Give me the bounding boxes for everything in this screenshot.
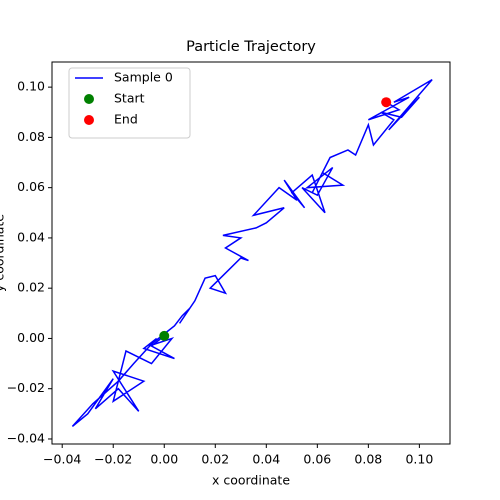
- y-tick-label: 0.06: [17, 179, 45, 194]
- x-tick-label: 0.08: [354, 452, 382, 467]
- trajectory-line: [71, 78, 433, 427]
- legend-marker: [84, 115, 94, 125]
- x-tick-label: −0.02: [94, 452, 132, 467]
- x-tick-label: 0.02: [201, 452, 229, 467]
- legend-marker: [84, 94, 94, 104]
- scatter-point: [159, 330, 170, 341]
- legend-box: [68, 67, 191, 139]
- y-tick-label: 0.02: [17, 280, 45, 295]
- y-tick-label: 0.04: [17, 229, 45, 244]
- x-tick-label: 0.06: [303, 452, 331, 467]
- scatter-point: [381, 97, 392, 108]
- y-tick-label: −0.04: [7, 430, 45, 445]
- x-tick-label: 0.04: [252, 452, 280, 467]
- y-tick-label: 0.08: [17, 129, 45, 144]
- y-tick-label: 0.10: [17, 79, 45, 94]
- legend-label: Start: [114, 91, 145, 106]
- x-axis-label: x coordinate: [212, 473, 290, 488]
- legend-label: End: [114, 112, 138, 127]
- x-tick-label: −0.04: [43, 452, 81, 467]
- y-axis-label: y coordinate: [0, 214, 7, 292]
- y-tick-label: 0.00: [17, 330, 45, 345]
- x-tick-label: 0.00: [150, 452, 178, 467]
- y-tick-label: −0.02: [7, 380, 45, 395]
- chart-title: Particle Trajectory: [186, 39, 316, 55]
- x-tick-label: 0.10: [405, 452, 433, 467]
- legend-label: Sample 0: [114, 70, 173, 85]
- plot-frame: [51, 61, 451, 445]
